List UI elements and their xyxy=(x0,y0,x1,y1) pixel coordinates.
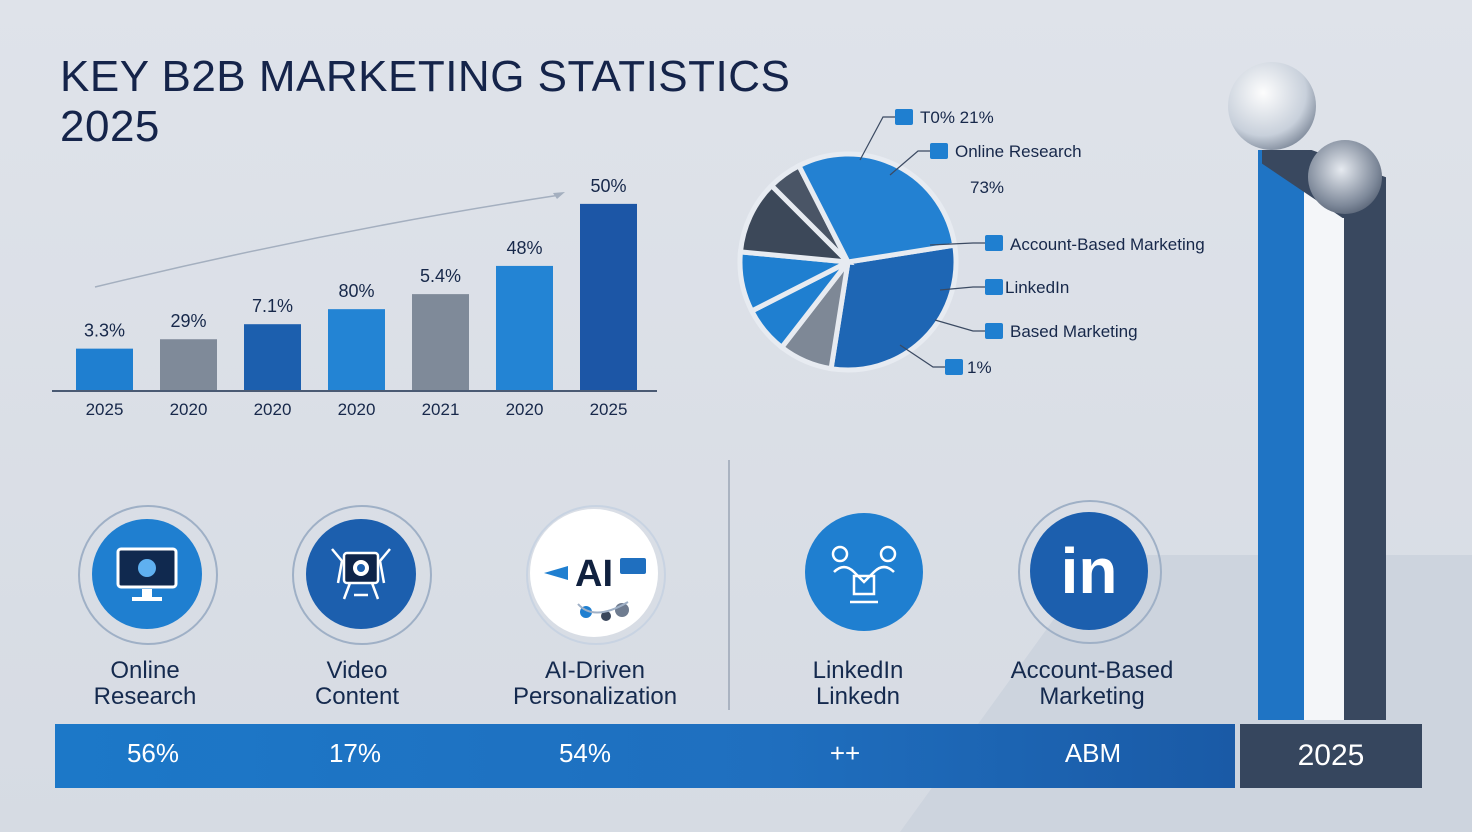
bar-value-label-0: 3.3% xyxy=(84,321,125,341)
section-divider xyxy=(728,460,730,710)
pie-slice-0 xyxy=(828,242,959,373)
stat-online-research xyxy=(78,505,218,645)
bar-0 xyxy=(76,348,133,390)
stat-ai-personalization: AI xyxy=(526,505,666,645)
network-people-icon xyxy=(805,513,923,631)
ai-icon: AI xyxy=(530,509,658,637)
year-box: 2025 xyxy=(1240,724,1422,788)
pie-slice-6 xyxy=(795,151,958,265)
x-tick-label-5: 2020 xyxy=(506,400,544,419)
stat-video-content xyxy=(292,505,432,645)
pie-legend-swatch-4 xyxy=(985,279,1003,295)
ai-icon-text: AI xyxy=(575,553,613,595)
x-tick-label-0: 2025 xyxy=(86,400,124,419)
x-tick-label-6: 2025 xyxy=(590,400,628,419)
x-tick-label-4: 2021 xyxy=(422,400,460,419)
stat-account-based: in xyxy=(1018,500,1162,644)
pie-legend-label-5: Based Marketing xyxy=(1010,322,1138,341)
pie-leader-line-0 xyxy=(859,116,895,161)
pie-leader-line-1 xyxy=(889,150,930,176)
pie-legend-swatch-6 xyxy=(945,359,963,375)
bar-5 xyxy=(496,265,553,390)
pie-legend-swatch-5 xyxy=(985,323,1003,339)
pie-legend-label-1: Online Research xyxy=(955,142,1082,161)
pie-leader-line-5 xyxy=(934,319,985,332)
bar-value-label-6: 50% xyxy=(590,176,626,196)
pie-leader-line-6 xyxy=(899,344,945,368)
stat-value-linkedin: ++ xyxy=(829,738,861,768)
page-title: KEY B2B MARKETING STATISTICS 2025 xyxy=(60,52,790,152)
bar-value-label-3: 80% xyxy=(338,281,374,301)
title-line-2: 2025 xyxy=(60,102,160,151)
stats-band xyxy=(55,724,1235,788)
stat-value-ai-personalization: 54% xyxy=(558,738,612,768)
pie-leader-line-4 xyxy=(939,286,985,291)
pie-leader-line-3 xyxy=(929,242,985,246)
video-camera-icon xyxy=(306,519,416,629)
pie-legend-label-4: LinkedIn xyxy=(1005,278,1069,297)
bar-value-label-2: 7.1% xyxy=(252,296,293,316)
title-line-1: KEY B2B MARKETING STATISTICS xyxy=(60,52,791,101)
linkedin-icon: in xyxy=(1030,512,1148,630)
linkedin-icon-text: in xyxy=(1060,535,1118,607)
stat-value-online-research: 56% xyxy=(126,738,180,768)
pie-legend-label-0: T0% 21% xyxy=(920,108,994,127)
bar-3 xyxy=(328,309,385,390)
tower-blue-bar xyxy=(1258,150,1304,720)
label-video-content: Video Content xyxy=(314,657,400,710)
label-ai-personalization: AI-Driven Personalization xyxy=(512,657,678,710)
pie-legend-label-2: 73% xyxy=(970,178,1004,197)
pie-legend-swatch-0 xyxy=(895,109,913,125)
pie-chart: T0% 21% Online Research 73% Account-Based M… xyxy=(737,108,1205,377)
tower-dark-bar xyxy=(1344,215,1386,720)
bar-value-label-5: 48% xyxy=(506,238,542,258)
bar-1 xyxy=(160,339,217,390)
monitor-icon xyxy=(92,519,202,629)
pie-legend-swatch-1 xyxy=(930,143,948,159)
pie-legend-label-6: 1% xyxy=(967,358,992,377)
trend-arrow-head xyxy=(553,192,565,199)
label-account-based: Account-Based Marketing xyxy=(1010,657,1174,710)
bar-6 xyxy=(580,203,637,390)
label-linkedin: LinkedIn Linkedn xyxy=(812,657,904,710)
stat-value-video-content: 17% xyxy=(328,738,382,768)
tower-white-bar xyxy=(1304,190,1344,720)
bar-2 xyxy=(244,324,301,390)
x-tick-label-1: 2020 xyxy=(170,400,208,419)
trend-arrow xyxy=(94,194,561,288)
bar-chart: 3.3% 2025 29% 2020 7.1% 2020 80% 2020 5.4% 2021 48… xyxy=(52,176,657,419)
stat-value-account-based: ABM xyxy=(1064,738,1122,768)
bar-value-label-1: 29% xyxy=(170,311,206,331)
bar-value-label-4: 5.4% xyxy=(420,266,461,286)
stat-linkedin xyxy=(795,505,935,645)
pie-legend-swatch-3 xyxy=(985,235,1003,251)
label-online-research: Online Research xyxy=(93,657,197,710)
bar-4 xyxy=(412,294,469,390)
pie-legend-label-3: Account-Based Marketing xyxy=(1010,235,1205,254)
globe-small-icon xyxy=(1308,140,1382,214)
x-tick-label-2: 2020 xyxy=(254,400,292,419)
globe-icon xyxy=(1228,62,1316,150)
x-tick-label-3: 2020 xyxy=(338,400,376,419)
